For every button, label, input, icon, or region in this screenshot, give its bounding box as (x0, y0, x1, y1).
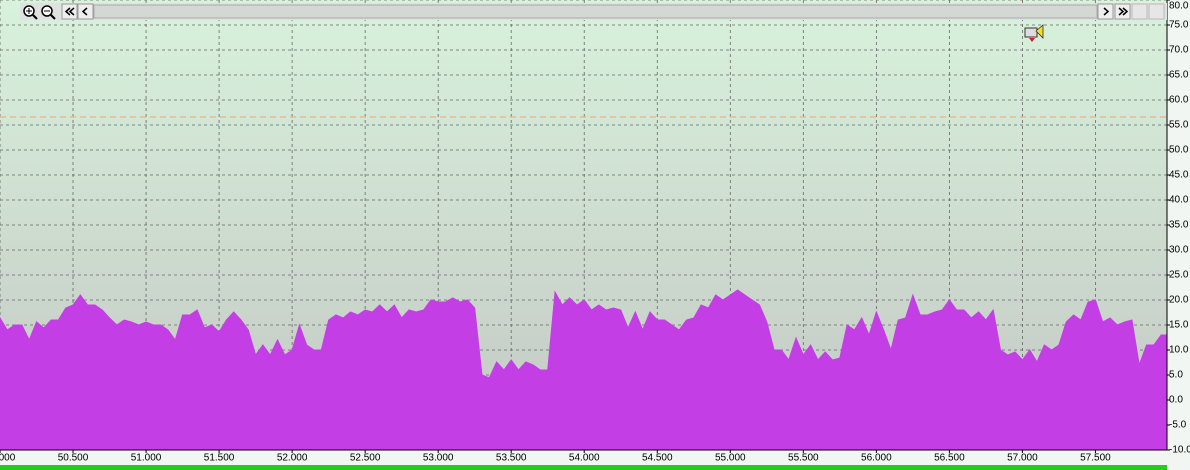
y-tick-label: -5.0 (1169, 420, 1187, 431)
x-tick-label: 55.000 (715, 453, 746, 464)
scroll-left-button[interactable] (77, 3, 94, 20)
y-tick-label: 65.0 (1169, 70, 1189, 81)
y-tick-label: 60.0 (1169, 95, 1189, 106)
y-tick-label: 25.0 (1169, 270, 1189, 281)
y-tick-label: 20.0 (1169, 295, 1189, 306)
x-tick-label: 52.000 (277, 453, 308, 464)
disabled-button[interactable] (1148, 3, 1165, 20)
y-tick-label: 40.0 (1169, 195, 1189, 206)
y-tick-label: 35.0 (1169, 220, 1189, 231)
y-tick-label: 0.0 (1169, 395, 1183, 406)
x-tick-label: 57.000 (1007, 453, 1038, 464)
toolbar (20, 3, 1167, 20)
x-axis-area (0, 449, 1167, 466)
disabled-button[interactable] (1131, 3, 1148, 20)
y-axis-area (1167, 0, 1190, 470)
y-tick-label: 15.0 (1169, 320, 1189, 331)
x-tick-label: 56.500 (934, 453, 965, 464)
x-tick-label: 57.500 (1080, 453, 1111, 464)
y-tick-label: 70.0 (1169, 45, 1189, 56)
x-tick-label: 56.000 (861, 453, 892, 464)
y-tick-label: 75.0 (1169, 20, 1189, 31)
y-tick-label: 50.0 (1169, 145, 1189, 156)
y-tick-label: 5.0 (1169, 370, 1183, 381)
x-tick-label: 51.500 (204, 453, 235, 464)
status-strip (0, 465, 1167, 470)
area (0, 289, 1168, 451)
scroll-end-button[interactable] (1114, 3, 1131, 20)
x-tick-label: 51.000 (131, 453, 162, 464)
y-tick-label: 10.0 (1169, 345, 1189, 356)
zoom-in-button[interactable] (23, 5, 38, 20)
x-tick-label: 53.500 (496, 453, 527, 464)
zoom-out-button[interactable] (41, 5, 56, 20)
x-tick-label: 50.500 (58, 453, 89, 464)
x-tick-label: 54.000 (569, 453, 600, 464)
scroll-start-button[interactable] (61, 3, 78, 20)
y-tick-label: 45.0 (1169, 170, 1189, 181)
y-tick-label: 80.0 (1169, 1, 1189, 12)
x-tick-label: 50.000 (0, 453, 16, 464)
x-tick-label: 55.500 (788, 453, 819, 464)
scrollbar-thumb[interactable] (93, 4, 1098, 19)
y-tick-label: -10.0 (1169, 445, 1190, 456)
x-tick-label: 53.000 (423, 453, 454, 464)
scroll-right-button[interactable] (1097, 3, 1114, 20)
alert-icon[interactable] (1024, 24, 1044, 42)
y-tick-label: 30.0 (1169, 245, 1189, 256)
x-tick-label: 54.500 (642, 453, 673, 464)
x-tick-label: 52.500 (350, 453, 381, 464)
y-tick-label: 55.0 (1169, 120, 1189, 131)
